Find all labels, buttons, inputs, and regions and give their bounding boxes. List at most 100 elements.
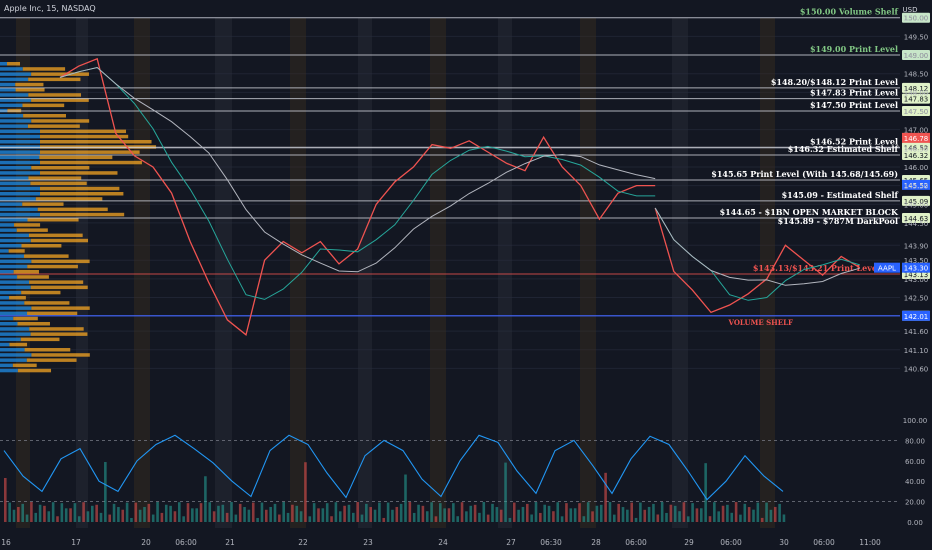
volume-profile-bar-buy [0, 62, 7, 66]
price-level-tag-text: 146.32 [904, 152, 929, 160]
volume-bar [104, 462, 107, 522]
volume-bar [717, 511, 720, 522]
volume-profile-bar-buy [0, 275, 18, 279]
symbol-title: Apple Inc, 15, NASDAQ [4, 4, 96, 13]
volume-bar [117, 507, 120, 522]
volume-profile-bar-buy [0, 348, 25, 352]
volume-profile-bar-sell [30, 332, 88, 336]
volume-bar [77, 516, 81, 522]
price-tick-label: 149.00 [904, 52, 929, 60]
volume-profile-bar-sell [40, 140, 152, 144]
volume-bar [686, 516, 690, 522]
volume-profile-bar-buy [0, 332, 31, 336]
price-highlight-tag [874, 262, 900, 273]
volume-bar [573, 508, 577, 522]
volume-bar [338, 511, 342, 522]
time-tick-label: 28 [591, 538, 601, 547]
volume-bar [269, 506, 272, 522]
volume-bar [360, 514, 364, 522]
volume-bar [395, 506, 399, 522]
volume-profile-bar-sell [40, 186, 120, 191]
volume-bar [665, 512, 668, 522]
volume-profile-bar-buy [0, 270, 14, 274]
time-tick-label: 21 [225, 538, 235, 547]
volume-bar [373, 509, 377, 522]
volume-bar [604, 472, 607, 522]
volume-profile-bar-buy [0, 166, 32, 170]
oscillator-tick-label: 40.00 [905, 478, 925, 486]
volume-profile-bar-buy [0, 337, 21, 342]
volume-bar [478, 512, 481, 522]
volume-profile-bar-buy [0, 77, 29, 82]
volume-bar [256, 517, 259, 522]
volume-profile-bar-buy [0, 181, 31, 186]
volume-profile-bar-sell [40, 212, 125, 217]
volume-profile-bar-buy [0, 186, 40, 191]
volume-bar [369, 507, 372, 522]
price-level-label: $147.83 Print Level [810, 88, 898, 98]
volume-profile-bar-sell [39, 155, 113, 160]
volume-bar [734, 502, 738, 522]
volume-profile-bar-buy [0, 316, 14, 321]
volume-bar [704, 463, 707, 522]
price-tick-label: 143.00 [904, 276, 929, 284]
volume-profile-bar-sell [27, 218, 79, 222]
volume-bar [21, 503, 24, 522]
volume-bar [138, 509, 142, 522]
volume-bar [765, 502, 768, 522]
volume-bar [599, 504, 603, 522]
volume-bar [38, 504, 42, 522]
volume-profile-bar-sell [30, 238, 89, 243]
volume-profile-bar-buy [0, 358, 27, 362]
price-tick-label: 145.00 [904, 201, 929, 209]
volume-profile-bar-buy [0, 88, 16, 92]
volume-profile-bar-buy [0, 155, 40, 160]
volume-profile-bar-sell [14, 223, 41, 227]
volume-bar [565, 503, 568, 522]
volume-bar [247, 509, 251, 522]
volume-profile-bar-sell [40, 171, 118, 175]
volume-bar [191, 508, 194, 522]
volume-bar [682, 502, 686, 522]
volume-bar [230, 502, 233, 522]
price-level-tag [902, 50, 930, 61]
volume-profile-bar-buy [0, 140, 40, 144]
volume-bar [365, 503, 368, 522]
volume-profile-bar-sell [13, 316, 38, 321]
volume-bar [747, 507, 751, 522]
volume-bar [308, 516, 312, 522]
price-tick-label: 147.00 [904, 127, 929, 135]
volume-bar [64, 508, 68, 522]
volume-bar [134, 502, 138, 522]
volume-bar [739, 514, 742, 522]
volume-bar [412, 512, 416, 522]
volume-bar [352, 512, 355, 522]
volume-profile-bar-sell [31, 353, 90, 357]
volume-bar [4, 478, 7, 522]
volume-profile-bar-buy [0, 176, 29, 180]
volume-profile-bar-buy [0, 249, 9, 253]
volume-bar [60, 503, 64, 522]
volume-bar [291, 504, 294, 522]
volume-bar [543, 504, 546, 522]
volume-bar [204, 476, 207, 522]
volume-bar [512, 502, 516, 522]
volume-bar [695, 508, 699, 522]
session-band [498, 18, 512, 528]
time-tick-label: 06:30 [540, 538, 562, 547]
volume-bar [673, 505, 677, 522]
volume-bar [782, 514, 786, 522]
time-tick-label: 23 [363, 538, 373, 547]
volume-bar [156, 502, 159, 522]
volume-bar [330, 516, 333, 522]
volume-bar [325, 503, 329, 522]
price-highlight-tag-text: 146.78 [904, 135, 929, 143]
price-tick-label: 147.50 [904, 108, 929, 116]
volume-profile-bar-sell [15, 88, 45, 92]
volume-bar [691, 503, 694, 522]
volume-bar [125, 502, 129, 522]
price-tick-label: 143.50 [904, 257, 929, 265]
volume-bar [299, 511, 303, 522]
oscillator-tick-label: 80.00 [905, 437, 925, 445]
